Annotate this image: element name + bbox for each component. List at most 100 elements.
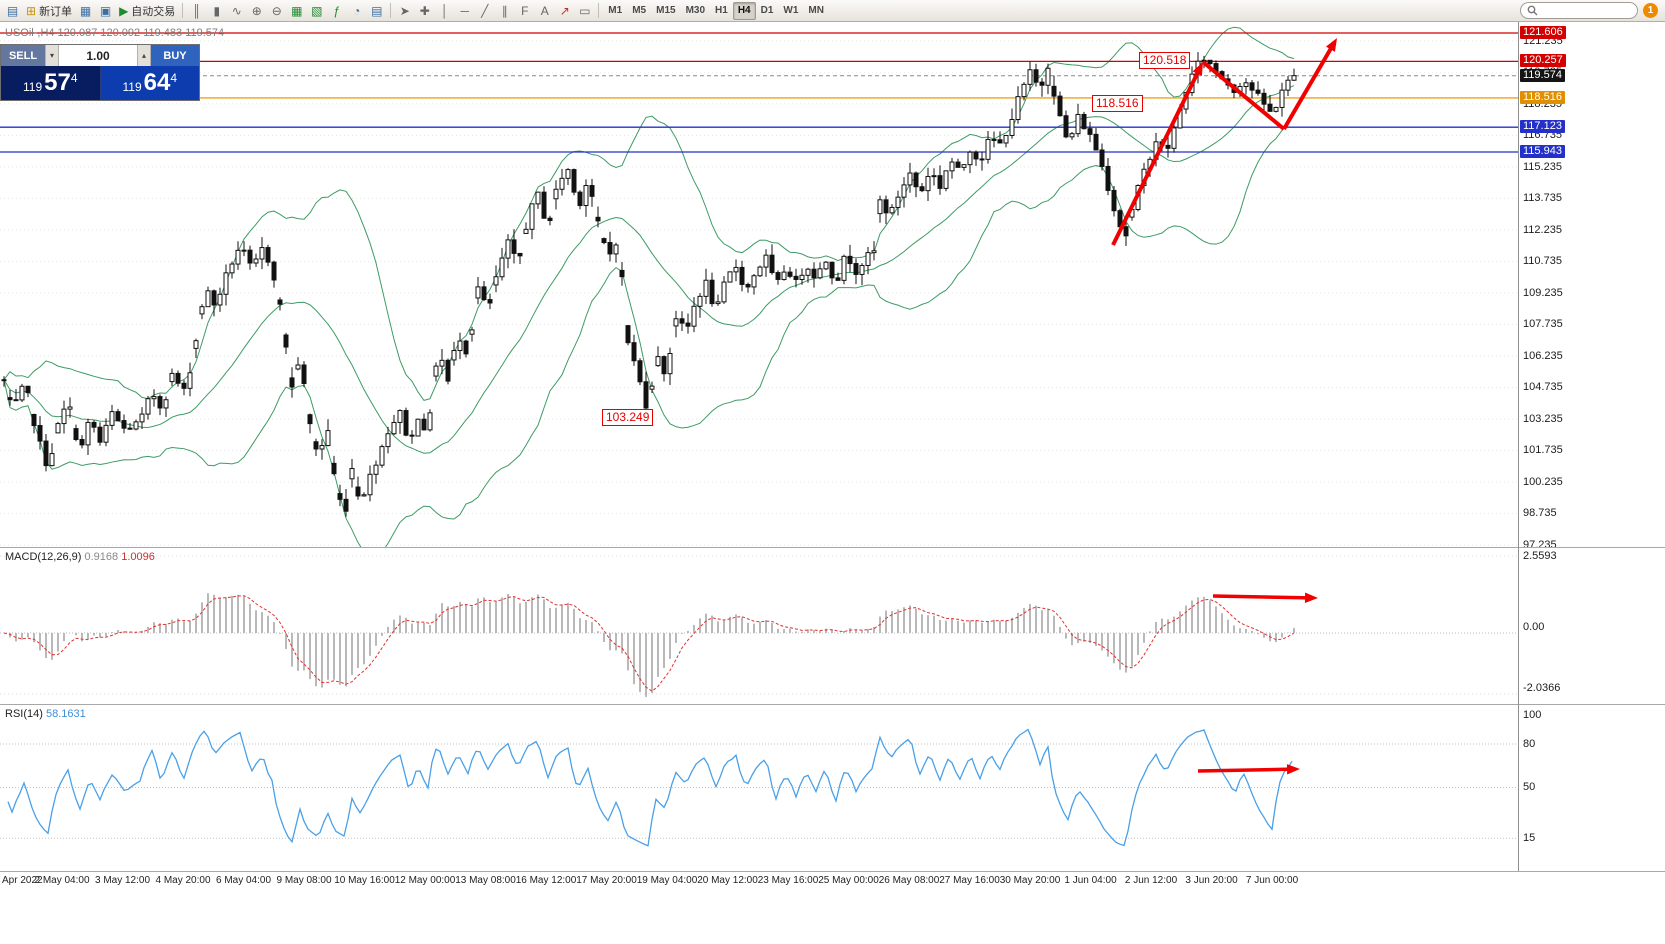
time-axis-label: 13 May 08:00 [455, 875, 516, 886]
zoom-in-button[interactable]: ⊕ [251, 3, 262, 18]
price-axis-label: 103.235 [1523, 412, 1563, 425]
indicators-button[interactable]: ƒ [333, 3, 341, 18]
price-chart-region: USOil-,H4 120.087 120.092 119.483 119.57… [0, 22, 1665, 551]
terminal-icon[interactable]: ▣ [99, 3, 112, 18]
timeframe-button-d1[interactable]: D1 [760, 5, 774, 16]
macd-axis-zero: 0.00 [1523, 621, 1545, 633]
macd-axis-max: 2.5593 [1523, 550, 1557, 562]
price-annotation[interactable]: 120.518 [1139, 52, 1191, 69]
text-tool-button[interactable]: A [540, 3, 549, 18]
sell-button[interactable]: SELL [1, 45, 45, 66]
price-axis-border [1518, 22, 1519, 871]
rsi-axis-50: 50 [1523, 781, 1536, 793]
toolbar-separator [182, 3, 184, 18]
chart-ohlc-header: USOil-,H4 120.087 120.092 119.483 119.57… [5, 27, 225, 39]
time-axis-label: 30 May 20:00 [999, 875, 1061, 886]
search-input[interactable] [1542, 5, 1630, 16]
periods-button[interactable]: ◔ [353, 3, 361, 18]
timeframe-group: M1 M5 M15 M30 H1 H4 D1 W1 MN [603, 1, 829, 20]
time-axis-label: 1 Jun 04:00 [1064, 875, 1117, 886]
buy-price-big: 64 [143, 69, 171, 96]
time-axis-label: 3 Jun 20:00 [1185, 875, 1238, 886]
new-order-icon: ⊞ [26, 3, 37, 18]
rsi-canvas[interactable] [0, 705, 1518, 871]
time-axis-label: 19 May 04:00 [636, 875, 698, 886]
price-axis-tag: 119.574 [1520, 68, 1565, 82]
price-axis-label: 106.235 [1523, 349, 1563, 362]
horizontal-line-tool-button[interactable]: ─ [460, 3, 470, 18]
timeframe-button-m30[interactable]: M30 [685, 5, 706, 16]
buy-button[interactable]: BUY [151, 45, 199, 66]
channel-tool-button[interactable]: ∥ [501, 3, 508, 18]
candlestick-type-button[interactable]: ▮ [213, 3, 221, 18]
tile-windows-icon[interactable]: ▦ [291, 3, 303, 18]
main-toolbar: ▤ ⊞ 新订单 ▦ ▣ ▶ 自动交易 ║ ▮ ∿ ⊕ ⊖ ▦ ▧ ƒ ◔ ▤ ➤ ✚… [0, 0, 1665, 22]
symbol-search[interactable] [1520, 2, 1638, 19]
price-annotation[interactable]: 103.249 [602, 409, 654, 426]
price-axis-label: 113.735 [1523, 192, 1562, 205]
trendline-tool-button[interactable]: ╱ [481, 3, 489, 18]
volume-up-button[interactable]: ▴ [137, 45, 151, 66]
rsi-axis-100: 100 [1523, 709, 1542, 721]
sell-price-display[interactable]: 119 57 4 [1, 66, 101, 100]
rsi-axis-15: 15 [1523, 832, 1536, 844]
volume-input[interactable] [59, 45, 137, 66]
price-axis-label: 110.735 [1523, 255, 1562, 268]
arrows-tool-button[interactable]: ↗ [559, 3, 570, 18]
price-axis-label: 104.735 [1523, 381, 1563, 394]
buy-price-prefix: 119 [122, 79, 142, 94]
price-axis-tag: 121.606 [1520, 26, 1566, 39]
price-chart-canvas[interactable] [0, 22, 1518, 547]
autotrade-button[interactable]: ▶ 自动交易 [119, 3, 176, 18]
macd-canvas[interactable] [0, 548, 1518, 704]
crosshair-tool-button[interactable]: ✚ [419, 3, 430, 18]
price-axis-label: 112.235 [1523, 223, 1562, 236]
time-axis[interactable]: Apr 2022 2 May 04:00 3 May 12:00 4 May 20:0… [0, 872, 1665, 894]
time-axis-label: 26 May 08:00 [878, 875, 940, 886]
shapes-tool-button[interactable]: ▭ [579, 3, 591, 18]
chart-window-icon[interactable]: ▤ [6, 3, 19, 18]
price-axis[interactable]: 121.235119.735118.235116.735115.235113.7… [1519, 22, 1665, 551]
market-watch-icon[interactable]: ▦ [79, 3, 92, 18]
time-axis-label: 7 Jun 00:00 [1245, 875, 1299, 886]
notification-badge[interactable]: 1 [1643, 3, 1658, 18]
timeframe-button-h1[interactable]: H1 [715, 5, 728, 16]
price-axis-tag: 117.123 [1520, 120, 1565, 134]
templates-button[interactable]: ▤ [371, 3, 383, 18]
bar-chart-type-button[interactable]: ║ [192, 3, 202, 18]
rsi-axis-80: 80 [1523, 738, 1536, 750]
cascade-windows-icon[interactable]: ▧ [311, 3, 323, 18]
line-chart-type-button[interactable]: ∿ [231, 3, 242, 18]
macd-label: MACD(12,26,9) 0.9168 1.0096 [5, 551, 155, 563]
rsi-panel: RSI(14) 58.1631 100 80 50 15 [0, 705, 1665, 871]
time-axis-label: 23 May 16:00 [757, 875, 819, 886]
buy-price-display[interactable]: 119 64 4 [100, 66, 199, 100]
time-axis-label: 17 May 20:00 [576, 875, 637, 886]
new-order-button[interactable]: ⊞ 新订单 [26, 3, 73, 18]
fibonacci-tool-button[interactable]: F [521, 3, 529, 18]
timeframe-button-h4[interactable]: H4 [732, 1, 756, 20]
price-axis-label: 107.735 [1523, 318, 1563, 331]
cursor-tool-button[interactable]: ➤ [399, 3, 410, 18]
timeframe-button-mn[interactable]: MN [808, 5, 824, 16]
timeframe-button-m15[interactable]: M15 [656, 5, 676, 16]
timeframe-button-m1[interactable]: M1 [608, 5, 623, 16]
panel-separator[interactable] [0, 547, 1665, 548]
time-axis-label: 12 May 00:00 [394, 875, 456, 886]
price-annotation[interactable]: 118.516 [1092, 95, 1143, 112]
sell-price-big: 57 [44, 69, 71, 96]
panel-separator [0, 871, 1665, 872]
panel-separator[interactable] [0, 704, 1665, 705]
zoom-out-button[interactable]: ⊖ [271, 3, 282, 18]
time-axis-label: 3 May 12:00 [94, 875, 151, 886]
time-axis-label: 20 May 12:00 [697, 875, 758, 886]
vertical-line-tool-button[interactable]: │ [441, 3, 449, 18]
volume-down-button[interactable]: ▾ [45, 45, 59, 66]
timeframe-button-w1[interactable]: W1 [783, 5, 799, 16]
time-axis-label: 2 Jun 12:00 [1124, 875, 1178, 886]
buy-price-sup: 4 [170, 70, 178, 85]
timeframe-button-m5[interactable]: M5 [632, 5, 647, 16]
macd-axis-min: -2.0366 [1523, 682, 1561, 694]
